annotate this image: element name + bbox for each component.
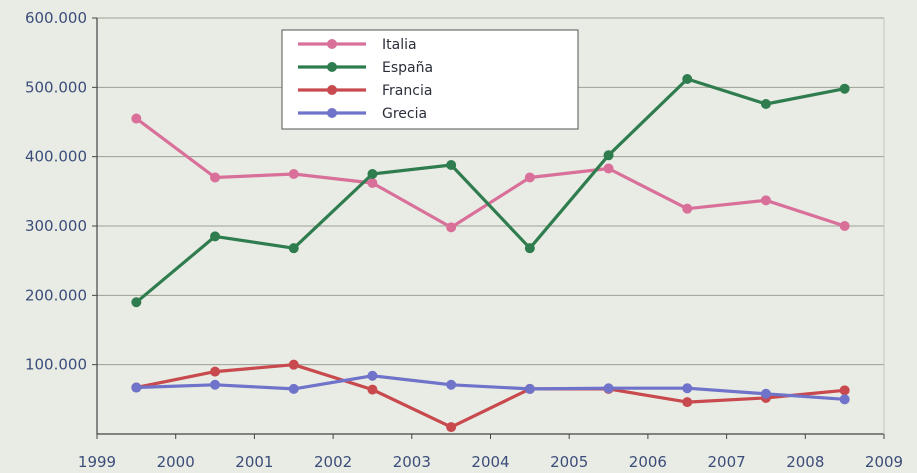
y-tick-label: 600.000: [25, 9, 87, 27]
x-tick-label: 2005: [550, 453, 588, 471]
data-point-grecia: [839, 394, 850, 405]
data-point-italia: [288, 169, 299, 179]
data-point-espana: [288, 243, 299, 254]
data-point-grecia: [682, 383, 693, 394]
data-point-espana: [446, 159, 457, 170]
data-point-espana: [839, 83, 850, 94]
series-line-italia: [135, 117, 846, 229]
series-line-espana: [135, 77, 845, 304]
x-tick-label: 1999: [78, 453, 116, 471]
data-point-espana: [210, 231, 221, 242]
data-point-grecia: [367, 370, 378, 381]
data-point-grecia: [288, 383, 299, 394]
data-point-italia: [603, 163, 614, 174]
data-point-espana: [131, 297, 142, 308]
y-tick-label: 400.000: [25, 148, 87, 166]
legend-marker-grecia: [327, 108, 337, 118]
data-point-grecia: [524, 383, 535, 394]
data-point-espana: [760, 98, 771, 109]
legend-label-italia: Italia: [382, 37, 417, 53]
y-tick-label: 200.000: [25, 286, 87, 304]
x-tick-label: 2006: [629, 453, 667, 471]
data-point-grecia: [131, 382, 142, 393]
x-tick-label: 2007: [708, 453, 746, 471]
data-point-grecia: [446, 379, 457, 390]
data-point-espana: [682, 74, 693, 85]
series-group: [131, 74, 850, 433]
data-point-francia: [446, 422, 457, 433]
data-point-grecia: [210, 379, 221, 390]
legend-marker-espana: [327, 62, 337, 72]
data-point-espana: [603, 150, 614, 161]
data-point-italia: [210, 172, 221, 183]
data-point-grecia: [603, 383, 614, 394]
data-point-francia: [682, 397, 693, 408]
data-point-italia: [446, 222, 457, 233]
legend-label-grecia: Grecia: [382, 106, 427, 122]
y-tick-label: 300.000: [25, 217, 87, 235]
data-point-italia: [524, 172, 535, 183]
x-tick-label: 2009: [865, 453, 903, 471]
x-tick-labels: 1999 2000 2001 2002 2003 2004 2005 2006 2007 2008…: [78, 434, 903, 471]
data-point-grecia: [760, 388, 771, 399]
legend-marker-italia: [327, 39, 337, 49]
data-point-italia: [760, 195, 771, 206]
data-point-francia: [288, 359, 299, 370]
data-point-francia: [367, 384, 378, 395]
data-point-francia: [210, 366, 221, 377]
y-tick-labels: 600.000 500.000 400.000 300.000 200.000 100.0…: [25, 9, 97, 374]
legend-marker-francia: [327, 85, 337, 95]
data-point-francia: [839, 385, 850, 396]
series-line-francia: [135, 363, 845, 429]
data-point-italia: [839, 221, 850, 231]
x-tick-label: 2000: [157, 453, 195, 471]
data-point-italia: [682, 203, 693, 214]
x-tick-label: 2001: [235, 453, 273, 471]
x-tick-label: 2002: [314, 453, 352, 471]
legend-label-francia: Francia: [382, 83, 432, 99]
legend: Italia España Francia Grecia: [281, 29, 579, 130]
data-point-espana: [367, 169, 378, 179]
data-point-espana: [524, 243, 535, 254]
x-tick-label: 2004: [471, 453, 509, 471]
series-line-grecia: [136, 374, 845, 401]
data-point-italia: [131, 113, 142, 124]
x-tick-label: 2008: [786, 453, 824, 471]
y-tick-label: 500.000: [25, 78, 87, 96]
y-tick-label: 100.000: [25, 356, 87, 374]
x-tick-label: 2003: [393, 453, 431, 471]
legend-label-espana: España: [382, 60, 433, 76]
grid-lines: [97, 17, 884, 366]
data-point-italia: [367, 178, 378, 189]
